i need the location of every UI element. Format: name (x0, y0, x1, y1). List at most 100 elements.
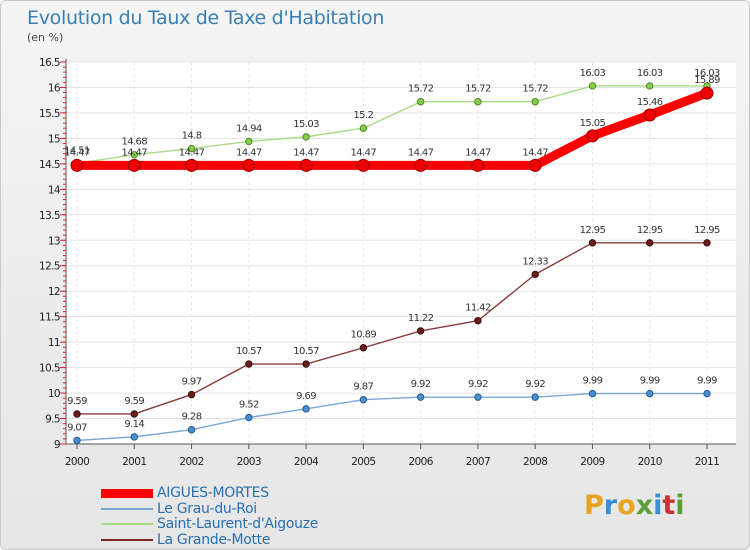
data-point (302, 133, 310, 141)
data-point (73, 410, 81, 418)
data-label: 14.94 (236, 123, 262, 134)
data-label: 15.05 (580, 118, 606, 129)
data-point (700, 86, 714, 100)
data-point (356, 158, 370, 172)
data-point (531, 393, 539, 401)
proxiti-logo: Proxiti (584, 490, 685, 521)
data-label: 14.47 (121, 147, 147, 158)
data-label: 11.42 (465, 303, 491, 314)
data-point (416, 327, 425, 335)
data-point (531, 98, 539, 106)
data-point (588, 389, 597, 398)
data-label: 15.72 (408, 84, 434, 95)
data-label: 9.92 (468, 379, 488, 390)
y-tick-label: 11 (48, 337, 60, 349)
data-label: 14.47 (351, 147, 377, 158)
data-point (302, 405, 310, 413)
y-tick-label: 14 (48, 184, 61, 196)
y-tick-label: 9 (54, 439, 60, 451)
data-label: 12.33 (522, 256, 548, 267)
chart-title: Evolution du Taux de Taxe d'Habitation (27, 7, 385, 29)
data-label: 9.99 (640, 376, 660, 387)
x-tick-label: 2009 (580, 456, 604, 468)
data-point (703, 389, 711, 398)
data-point (588, 82, 597, 90)
legend-swatch (101, 507, 153, 510)
y-tick-label: 13.5 (39, 210, 60, 222)
legend-label: Saint-Laurent-d'Aigouze (157, 516, 319, 532)
data-label: 10.57 (293, 346, 319, 357)
y-tick-label: 15.5 (39, 108, 60, 120)
data-point (643, 108, 657, 122)
data-point (302, 360, 310, 368)
data-point (588, 239, 597, 247)
series-line (72, 88, 712, 170)
x-tick-label: 2000 (65, 456, 89, 468)
data-point (245, 413, 253, 422)
data-label: 14.47 (522, 147, 548, 158)
x-tick-label: 2001 (122, 456, 146, 468)
data-point (245, 360, 253, 368)
data-label: 9.52 (239, 400, 259, 411)
series-line (76, 85, 708, 165)
data-point (359, 124, 368, 132)
legend-label: Le Grau-du-Roi (157, 500, 257, 517)
data-label: 11.22 (408, 313, 434, 324)
data-point (646, 239, 654, 247)
data-label: 14.47 (236, 147, 262, 158)
data-label: 15.72 (465, 84, 491, 95)
data-label: 14.47 (408, 147, 434, 158)
y-tick-label: 10.5 (39, 363, 60, 375)
series-line (76, 242, 708, 415)
data-point (130, 150, 138, 159)
data-label: 16.03 (694, 68, 720, 79)
data-label: 9.87 (353, 382, 373, 393)
data-point (531, 270, 539, 279)
chart-unit: (en %) (27, 31, 64, 44)
logo-letter: i (675, 490, 685, 521)
y-tick-label: 13 (48, 235, 60, 247)
x-tick-label: 2005 (351, 456, 375, 468)
data-label: 15.46 (637, 97, 663, 108)
data-point (187, 390, 196, 399)
x-tick-label: 2002 (179, 456, 203, 468)
data-point (416, 393, 425, 401)
data-label: 14.8 (182, 131, 202, 142)
data-point (359, 395, 368, 404)
y-tick-label: 16 (48, 82, 61, 94)
data-label: 9.99 (697, 376, 717, 387)
y-tick-label: 11.5 (39, 312, 60, 324)
x-tick-label: 2006 (408, 456, 433, 468)
data-point (474, 317, 482, 325)
data-point (474, 98, 482, 106)
data-point (245, 137, 253, 146)
data-label: 9.28 (182, 412, 202, 423)
legend-label: AIGUES-MORTES (157, 485, 269, 501)
data-point (416, 98, 425, 106)
data-point (187, 144, 196, 153)
data-label: 10.57 (236, 346, 262, 357)
data-label: 12.95 (637, 225, 663, 236)
data-label: 9.69 (296, 391, 316, 402)
data-label: 9.07 (67, 422, 87, 433)
x-tick-label: 2011 (695, 456, 719, 468)
data-point (70, 158, 84, 172)
data-point (242, 158, 256, 172)
data-point (187, 426, 196, 434)
data-point (585, 129, 599, 143)
logo-letter: x (635, 490, 654, 521)
data-point (703, 239, 711, 247)
data-label: 9.97 (182, 377, 202, 388)
legend-swatch (101, 523, 153, 525)
data-point (474, 393, 482, 401)
data-label: 12.95 (694, 225, 720, 236)
logo-letter: i (653, 490, 663, 521)
y-tick-label: 16.5 (39, 57, 60, 69)
logo-letter: P (584, 490, 604, 521)
data-point (646, 82, 654, 90)
data-point (130, 410, 138, 418)
logo-letter: t (662, 490, 676, 521)
logo-letter: r (603, 490, 618, 521)
